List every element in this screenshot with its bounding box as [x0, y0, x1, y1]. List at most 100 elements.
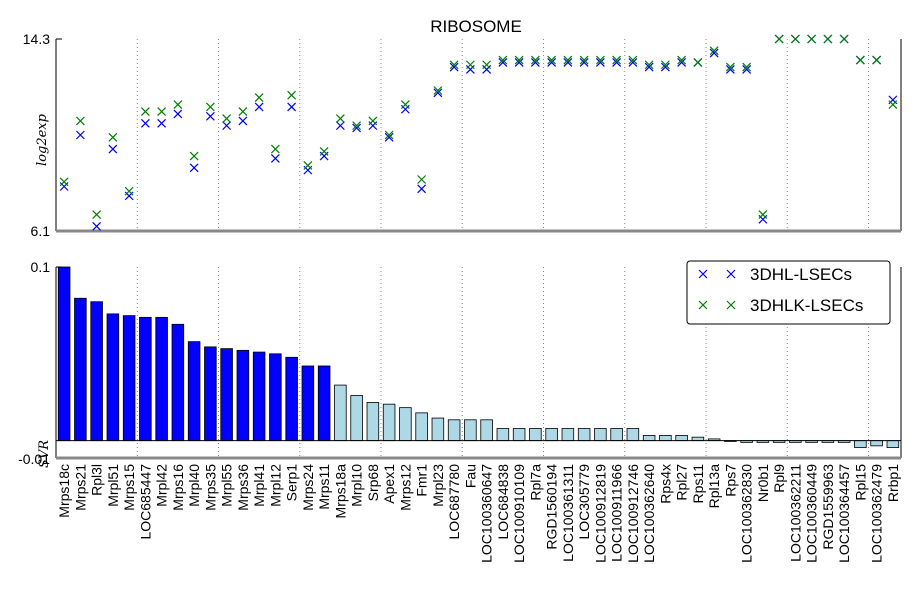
gene-label: LOC100911966	[609, 464, 625, 562]
bar	[122, 315, 136, 442]
scatter-point	[644, 60, 654, 70]
scatter-point	[287, 90, 297, 100]
scatter-point	[547, 55, 557, 65]
scatter-point	[612, 55, 622, 65]
gene-label: Mrpl41	[251, 464, 267, 507]
scatter-point	[465, 65, 475, 74]
scatter-point	[92, 210, 102, 220]
gene-label: RGD1559963	[820, 464, 836, 550]
gene-label: Rpl13a	[706, 464, 722, 509]
gene-label: Mrps24	[300, 464, 316, 511]
top-ytick-min: 6.1	[31, 223, 51, 239]
scatter-point	[205, 102, 215, 112]
bar	[220, 348, 233, 442]
bar	[480, 419, 493, 442]
bar	[870, 440, 883, 447]
gene-label: Rpl27	[674, 464, 690, 501]
top-y-axis-label: log2exp	[35, 113, 50, 166]
bottom-y-axis-label: SVR	[37, 440, 52, 468]
gene-label: Mrps36	[235, 464, 251, 511]
scatter-point	[140, 107, 150, 117]
bar	[382, 403, 396, 442]
scatter-point	[335, 114, 345, 124]
scatter-point	[660, 62, 670, 72]
scatter-point	[807, 34, 817, 44]
bar	[464, 419, 477, 442]
scatter-point	[270, 144, 280, 154]
gene-label: Mrps18a	[332, 464, 348, 519]
scatter-point	[368, 121, 378, 131]
gene-label: Nr0b1	[755, 464, 771, 502]
scatter-point	[205, 111, 215, 121]
gene-label: Rps4x	[657, 464, 673, 504]
scatter-point	[449, 62, 459, 72]
scatter-point	[189, 163, 199, 173]
scatter-point	[677, 55, 687, 65]
scatter-point	[888, 100, 898, 109]
scatter-point	[888, 95, 898, 105]
scatter-point	[75, 130, 85, 140]
scatter-point	[319, 151, 329, 161]
gene-label: Mrps15	[121, 464, 137, 511]
bottom-ytick-min: -0.01	[18, 451, 50, 467]
bar	[106, 313, 120, 442]
gene-label: LOC100362640	[641, 464, 657, 563]
scatter-point	[384, 130, 394, 140]
scatter-point	[59, 182, 69, 191]
scatter-point	[579, 57, 589, 67]
scatter-point	[758, 210, 768, 220]
scatter-point	[157, 107, 167, 117]
gene-label: LOC305779	[576, 464, 592, 540]
gene-label: LOC100912746	[625, 464, 641, 563]
gene-label: LOC685447	[137, 464, 153, 540]
gene-label: Mrps18c	[56, 464, 72, 518]
gene-label: Apex1	[381, 464, 397, 504]
scatter-point	[514, 55, 524, 65]
scatter-point	[774, 34, 784, 44]
gene-label: Mrps11	[316, 464, 332, 510]
bar	[431, 417, 445, 442]
bar	[187, 341, 201, 442]
scatter-point	[693, 57, 703, 67]
legend-label-3dhlk: 3DHLK-LSECs	[750, 296, 863, 315]
bar	[90, 301, 103, 442]
bar	[675, 435, 688, 442]
scatter-point	[872, 55, 882, 65]
bar	[57, 266, 71, 442]
scatter-point	[628, 57, 638, 67]
scatter-point	[547, 57, 557, 67]
gene-label: Mrps12	[397, 464, 413, 511]
gene-label: LOC100910109	[511, 464, 527, 563]
bar	[626, 428, 640, 442]
bar	[447, 419, 461, 442]
gene-label: LOC100364457	[836, 464, 852, 563]
gene-label: LOC100362211	[787, 464, 803, 562]
bar	[317, 365, 331, 442]
gene-label: Mrps21	[72, 464, 88, 511]
scatter-point	[417, 184, 427, 194]
scatter-point	[855, 55, 865, 65]
scatter-point	[644, 62, 654, 72]
chart-title: RIBOSOME	[430, 17, 522, 36]
scatter-point	[384, 132, 394, 142]
bottom-ytick-max: 0.1	[31, 259, 51, 275]
scatter-point	[579, 55, 589, 65]
legend-marker-3dhlk	[698, 300, 736, 310]
gene-label: Rpl9	[771, 464, 787, 493]
scatter-point	[400, 100, 410, 109]
scatter-point	[173, 109, 183, 119]
scatter-point	[449, 60, 459, 70]
gene-label: Mrpl12	[267, 464, 283, 507]
gene-label: Serp1	[284, 464, 300, 502]
scatter-point	[368, 116, 378, 126]
gene-label: LOC100912819	[592, 464, 608, 563]
scatter-point	[530, 55, 540, 65]
scatter-point	[400, 104, 410, 114]
legend-label-3dhl: 3DHL-LSECs	[750, 265, 852, 284]
scatter-point	[530, 57, 540, 67]
scatter-point	[335, 121, 345, 131]
scatter-point	[660, 60, 670, 70]
scatter-point	[222, 114, 232, 124]
bar	[74, 297, 87, 442]
scatter-point	[303, 161, 313, 170]
